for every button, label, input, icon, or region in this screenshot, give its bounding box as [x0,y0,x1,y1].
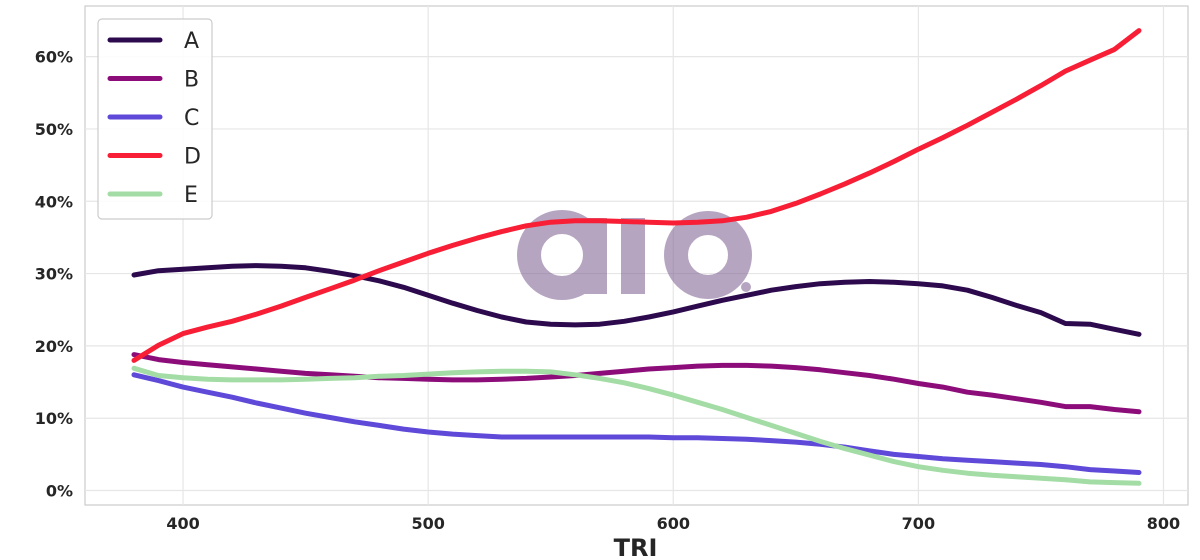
y-tick-label: 30% [35,265,73,284]
x-axis-ticks: 400 500 600 700 800 [166,514,1180,533]
x-tick-label: 600 [657,514,690,533]
y-tick-label: 60% [35,48,73,67]
legend-label-b: B [184,68,199,93]
series-lines [131,28,1142,486]
y-tick-label: 20% [35,337,73,356]
legend-label-c: C [184,106,199,131]
y-tick-label: 40% [35,192,73,211]
series-line-a [131,263,1142,337]
x-tick-label: 800 [1147,514,1180,533]
y-tick-label: 50% [35,120,73,139]
x-axis-label: TRI [614,534,658,560]
y-axis-ticks: 0% 10% 20% 30% 40% 50% 60% [35,48,73,501]
legend-label-e: E [184,183,198,208]
series-line-d [131,28,1142,363]
series-line-e [131,365,1142,486]
series-line-c [131,372,1142,475]
legend-label-a: A [184,29,199,54]
legend-label-d: D [184,145,201,170]
series-line-b [131,352,1142,415]
x-tick-label: 700 [902,514,935,533]
x-tick-label: 500 [411,514,444,533]
x-tick-label: 400 [166,514,199,533]
y-tick-label: 0% [46,482,73,501]
y-tick-label: 10% [35,409,73,428]
